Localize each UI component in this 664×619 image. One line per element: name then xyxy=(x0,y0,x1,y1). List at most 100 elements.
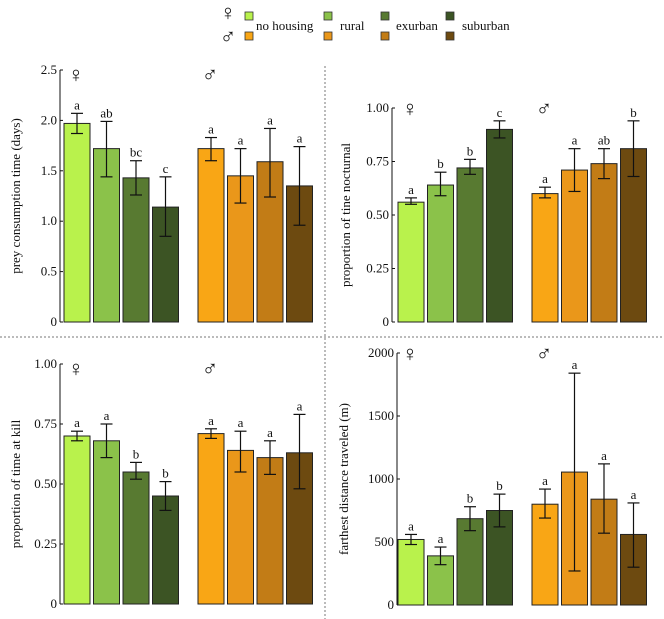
bar xyxy=(531,503,559,606)
legend-swatch-female xyxy=(445,11,455,21)
significance-letter: b xyxy=(437,156,444,171)
chart-panel-3: 0 0.25 0.50 0.75 1.00 proportion of time at k… xyxy=(8,356,313,611)
significance-letter: a xyxy=(297,398,303,413)
y-tick-label: 0.50 xyxy=(366,207,389,222)
male-symbol: ♂ xyxy=(202,356,219,381)
y-axis-label: proportion of tine nocturnal xyxy=(338,143,353,287)
bar xyxy=(122,471,150,605)
legend-swatch-male xyxy=(380,31,390,41)
significance-letter: b xyxy=(133,446,140,461)
bar xyxy=(197,148,225,323)
legend-swatch-female xyxy=(244,11,254,21)
significance-letter: a xyxy=(408,518,414,533)
female-symbol: ♀ xyxy=(402,341,419,366)
significance-letter: a xyxy=(438,531,444,546)
bar xyxy=(397,538,425,606)
significance-letter: a xyxy=(208,122,214,137)
male-symbol: ♂ xyxy=(536,96,553,121)
legend-swatch-male xyxy=(445,31,455,41)
male-symbol: ♂ xyxy=(202,62,219,87)
y-tick-label: 1000 xyxy=(368,471,394,486)
legend-swatch-male xyxy=(244,31,254,41)
female-symbol: ♀ xyxy=(68,62,85,87)
y-axis-label: prey consumption time (days) xyxy=(8,118,23,274)
bar xyxy=(590,163,618,323)
significance-letter: ab xyxy=(598,133,610,148)
bar xyxy=(397,201,425,323)
y-axis-label: farthest distance traveled (m) xyxy=(336,403,351,555)
significance-letter: a xyxy=(408,182,414,197)
significance-letter: bc xyxy=(130,145,143,160)
significance-letter: b xyxy=(467,143,474,158)
y-tick-label: 0.75 xyxy=(34,416,57,431)
bar xyxy=(486,128,513,323)
y-tick-label: 0.5 xyxy=(41,264,57,279)
significance-letter: a xyxy=(267,425,273,440)
significance-letter: b xyxy=(496,478,503,493)
bar xyxy=(256,457,284,605)
legend-label: no housing xyxy=(256,18,314,33)
y-tick-label: 0.25 xyxy=(366,261,389,276)
y-tick-label: 0.50 xyxy=(34,476,57,491)
significance-letter: a xyxy=(572,357,578,372)
chart-panel-1: 0 0.5 1.0 1.5 2.0 2.5 prey consumption time (d… xyxy=(8,62,313,329)
y-tick-label: 2.0 xyxy=(41,112,57,127)
bar xyxy=(456,167,484,323)
significance-letter: a xyxy=(208,413,214,428)
legend-label: rural xyxy=(340,18,365,33)
legend-swatch-female xyxy=(380,11,390,21)
legend-female-symbol: ♀ xyxy=(220,0,237,25)
legend: ♀ ♂ no housing rural exurban suburban xyxy=(220,0,510,49)
significance-letter: a xyxy=(104,408,110,423)
female-symbol: ♀ xyxy=(402,96,419,121)
significance-letter: a xyxy=(267,112,273,127)
bar xyxy=(227,449,254,605)
y-tick-label: 0 xyxy=(51,314,58,329)
y-tick-label: 0 xyxy=(388,597,395,612)
significance-letter: a xyxy=(572,133,578,148)
significance-letter: a xyxy=(238,133,244,148)
y-tick-label: 2.5 xyxy=(41,62,57,77)
significance-letter: a xyxy=(601,448,607,463)
significance-letter: a xyxy=(542,171,548,186)
significance-letter: a xyxy=(74,415,80,430)
y-tick-label: 1500 xyxy=(368,408,394,423)
y-axis-label: proportion of time at kill xyxy=(8,419,23,548)
bar xyxy=(93,148,120,323)
legend-male-symbol: ♂ xyxy=(220,24,237,49)
y-tick-label: 2000 xyxy=(368,345,394,360)
y-tick-label: 500 xyxy=(375,534,395,549)
significance-letter: a xyxy=(297,131,303,146)
significance-letter: c xyxy=(163,161,169,176)
legend-label: exurban xyxy=(396,18,438,33)
y-tick-label: 1.5 xyxy=(41,163,57,178)
significance-letter: ab xyxy=(100,105,112,120)
bar xyxy=(93,440,120,605)
legend-label: suburban xyxy=(462,18,510,33)
significance-letter: a xyxy=(542,473,548,488)
y-tick-label: 1.00 xyxy=(366,100,389,115)
significance-letter: c xyxy=(497,105,503,120)
y-tick-label: 0 xyxy=(383,314,390,329)
significance-letter: a xyxy=(74,97,80,112)
significance-letter: a xyxy=(238,415,244,430)
bar xyxy=(531,193,559,323)
legend-swatch-female xyxy=(323,11,333,21)
bar xyxy=(63,435,91,605)
bar xyxy=(152,495,179,605)
y-tick-label: 1.0 xyxy=(41,213,57,228)
bar xyxy=(561,169,588,323)
female-symbol: ♀ xyxy=(68,356,85,381)
legend-swatch-male xyxy=(323,31,333,41)
bar xyxy=(456,518,484,606)
male-symbol: ♂ xyxy=(536,341,553,366)
significance-letter: b xyxy=(630,105,637,120)
bar xyxy=(122,177,150,323)
bar xyxy=(197,433,225,605)
significance-letter: a xyxy=(631,487,637,502)
chart-panel-2: 0 0.25 0.50 0.75 1.00 proportion of tine noct… xyxy=(338,96,647,329)
y-tick-label: 1.00 xyxy=(34,356,57,371)
bar xyxy=(620,148,647,323)
chart-panel-4: 0 500 1000 1500 2000 farthest distance travel… xyxy=(336,341,647,612)
